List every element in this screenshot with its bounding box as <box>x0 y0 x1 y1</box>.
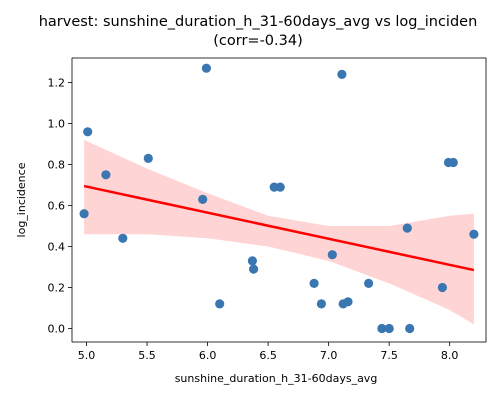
data-point <box>384 323 394 334</box>
chart-title: harvest: sunshine_duration_h_31-60days_a… <box>39 14 478 30</box>
data-point <box>437 282 447 293</box>
data-point <box>327 250 337 260</box>
data-point <box>469 229 479 239</box>
data-point <box>143 153 153 163</box>
confidence-band-layer <box>84 140 474 325</box>
y-tick-label: 0.2 <box>48 281 66 294</box>
y-tick-label: 0.8 <box>48 159 66 172</box>
y-tick-label: 0.6 <box>48 200 66 213</box>
data-point <box>118 233 128 243</box>
data-point <box>309 278 319 288</box>
x-tick-label: 6.5 <box>259 349 277 362</box>
x-tick-label: 6.0 <box>199 349 217 362</box>
x-axis-ticks: 5.0 5.5 6.0 6.5 7.0 7.5 8.0 <box>78 342 459 362</box>
points-layer <box>79 63 479 334</box>
x-tick-label: 7.5 <box>380 349 398 362</box>
x-tick-label: 8.0 <box>441 349 459 362</box>
regression-line <box>83 184 475 272</box>
data-point <box>275 182 285 192</box>
data-point <box>201 63 211 73</box>
data-point <box>402 223 412 233</box>
data-point <box>364 278 374 288</box>
chart-subtitle: (corr=-0.34) <box>213 33 303 49</box>
x-tick-label: 7.0 <box>320 349 338 362</box>
data-point <box>448 157 458 168</box>
data-point <box>249 264 259 274</box>
data-point <box>337 69 347 79</box>
y-axis-label: log_incidence <box>15 162 28 237</box>
confidence-band <box>84 140 474 325</box>
data-point <box>377 323 387 334</box>
x-axis-label: sunshine_duration_h_31-60days_avg <box>175 372 378 385</box>
x-tick-label: 5.0 <box>78 349 96 362</box>
plot-frame <box>71 57 487 343</box>
data-point <box>316 299 326 309</box>
y-axis-ticks: 0.0 0.2 0.4 0.6 0.8 1.0 1.2 <box>48 77 72 335</box>
data-point <box>79 209 89 219</box>
x-tick-label: 5.5 <box>138 349 156 362</box>
data-point <box>198 194 208 204</box>
y-tick-label: 0.0 <box>48 322 66 335</box>
data-point <box>83 127 93 137</box>
regression-line-layer <box>83 184 475 272</box>
y-tick-label: 1.0 <box>48 118 66 131</box>
y-tick-label: 0.4 <box>48 241 66 254</box>
data-point <box>215 299 225 309</box>
y-tick-label: 1.2 <box>48 77 66 90</box>
data-point <box>405 323 415 334</box>
data-point <box>247 256 257 266</box>
data-point <box>101 170 111 180</box>
data-point <box>343 297 353 307</box>
